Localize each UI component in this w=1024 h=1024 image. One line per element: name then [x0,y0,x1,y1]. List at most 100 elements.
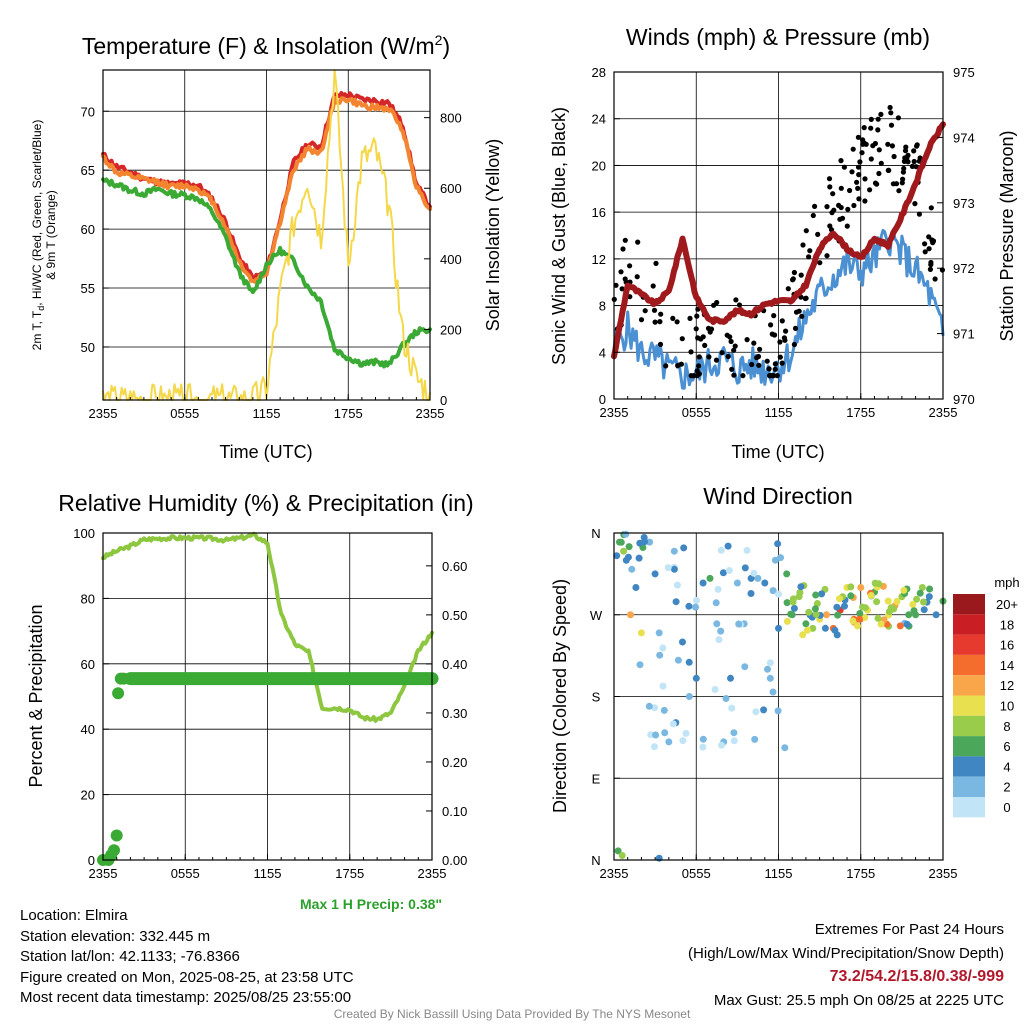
direction-point [685,693,693,700]
colorbar-swatch [953,594,985,615]
direction-point [618,852,626,859]
direction-point [752,708,760,716]
gust-point [618,269,624,275]
gust-point [875,116,881,122]
direction-point [847,592,855,600]
info-recent: Most recent data timestamp: 2025/08/25 2… [20,989,352,1006]
gust-point [854,179,860,185]
station-info: Location: Elmira Station elevation: 332.… [20,906,354,1009]
gust-point [706,354,712,360]
direction-point [909,601,917,608]
gust-point [771,373,777,379]
gust-point [764,358,770,364]
direction-point [699,579,707,587]
x-tick-label: 1155 [765,405,793,420]
gust-point [740,373,746,379]
direction-tick-label: N [591,526,600,541]
colorbar-label: 14 [1000,658,1014,673]
gust-point [725,353,731,360]
gust-point [691,373,697,379]
gust-point [856,172,862,178]
direction-point [751,735,759,743]
y2-tick-label: 975 [953,65,975,80]
direction-point [913,595,921,603]
x-tick-label: 1755 [846,405,875,420]
svg-text:2m T, Td, Hi/WC (Red, Green, S: 2m T, Td, Hi/WC (Red, Green, Scarlet/Blu… [30,120,46,351]
x-tick-label: 0555 [682,405,711,420]
gust-point [868,156,874,162]
extremes-block: Extremes For Past 24 Hours (High/Low/Max… [688,918,1004,1012]
x-tick-label: 1155 [253,406,281,421]
direction-point [693,596,700,604]
y2-tick-label: 972 [953,261,975,276]
direction-point [805,608,813,616]
extremes-heading: Extremes For Past 24 Hours [814,921,1004,938]
info-latlon: Station lat/lon: 42.1133; -76.8366 [20,948,240,965]
gust-point [916,211,923,217]
direction-point [717,627,725,635]
y-tick-label: 60 [81,222,95,237]
gust-point [670,315,676,321]
gust-point [777,354,783,360]
direction-title: Wind Direction [703,483,853,509]
direction-ylabel: Direction (Colored By Speed) [550,579,570,813]
winds-y2label: Station Pressure (Maroon) [997,130,1017,341]
winds-ylabel: Sonic Wind & Gust (Blue, Black) [549,107,569,365]
gust-point [838,158,844,164]
y2-tick-label: 800 [440,111,462,126]
direction-point [856,610,864,617]
colorbar-swatch [953,634,985,655]
gust-point [932,276,938,282]
gust-point [803,228,809,234]
gust-point [620,246,626,252]
direction-point [781,744,789,752]
direction-point [651,704,659,712]
direction-point [790,604,798,612]
direction-point [812,591,820,599]
gust-point [711,302,717,308]
gust-point [912,201,918,207]
direction-point [730,729,738,737]
direction-point [797,583,805,591]
colorbar-label: 20+ [996,597,1018,612]
gust-point [890,181,897,187]
gust-point [857,159,863,165]
gust-point [782,337,788,343]
direction-point [679,638,686,646]
direction-point [916,589,924,597]
humidity-grid [102,532,433,861]
direction-point [900,586,908,594]
extremes-values: 73.2/54.2/15.8/0.38/-999 [829,968,1004,985]
gust-point [891,153,897,160]
colorbar-swatch [953,736,985,757]
y-tick-label: 100 [73,526,95,541]
colorbar-swatch [953,614,985,635]
direction-point [724,542,732,550]
direction-point [743,546,751,554]
gust-point [731,347,737,353]
direction-point [849,617,857,625]
direction-point [624,553,632,561]
gust-point [696,354,702,360]
humidity-panel: Relative Humidity (%) & Precipitation (i… [26,490,474,881]
y2-tick-label: 0.40 [442,657,467,672]
gust-point [929,237,935,243]
gust-point [791,269,798,276]
gust-point [900,176,906,182]
x-tick-label: 1155 [254,866,282,881]
gust-point [836,202,842,208]
direction-point [741,663,749,671]
gust-point [772,361,779,367]
gust-point [785,286,791,292]
y-tick-label: 70 [81,104,95,119]
gust-point [651,307,658,313]
direction-grid [613,532,944,861]
direction-point [692,674,700,682]
direction-point [712,599,720,607]
gust-point [827,184,833,190]
direction-panel: Wind Direction 2355 0555 1155 1755 2355NESWN… [550,483,1020,881]
direction-point [719,569,727,577]
humidity-title: Relative Humidity (%) & Precipitation (i… [58,490,473,516]
gust-point [779,318,785,324]
precip-point [112,687,125,700]
